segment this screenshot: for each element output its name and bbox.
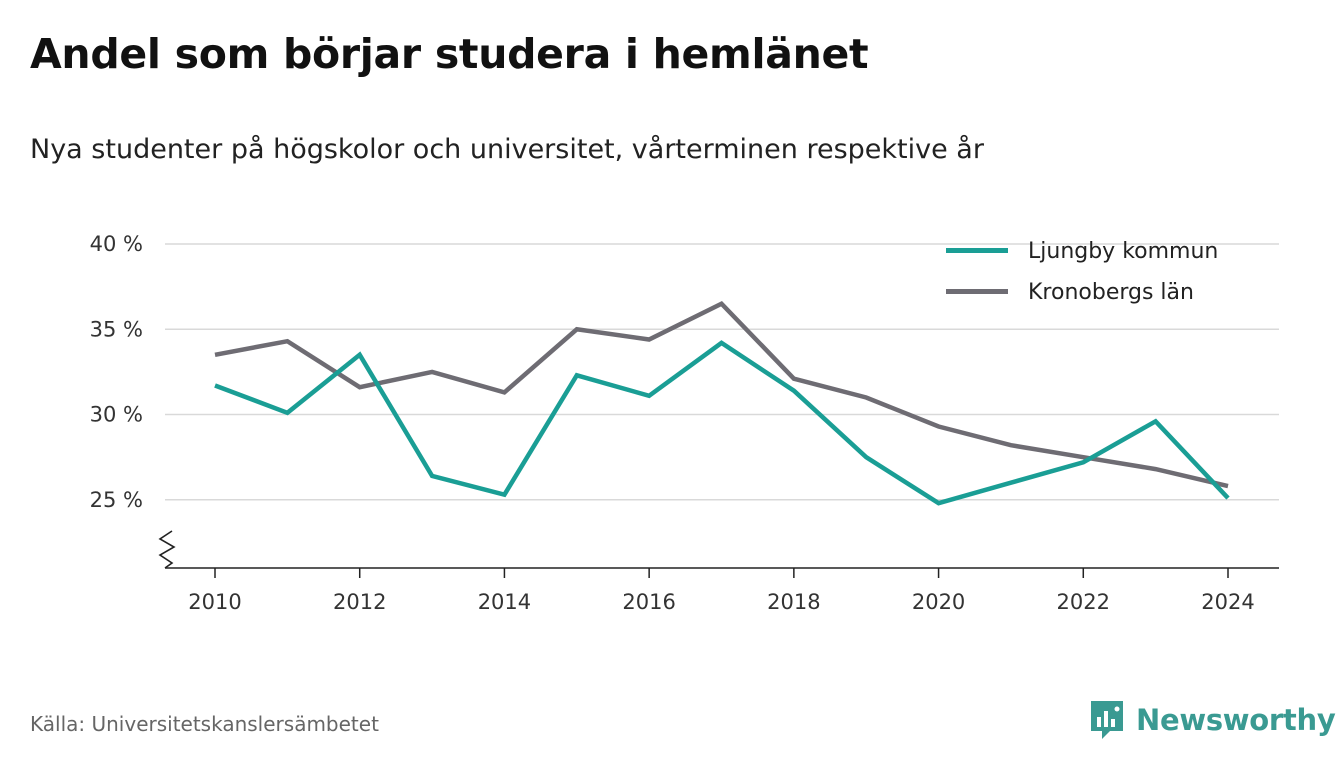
brand-logo: Newsworthy [1088,698,1336,742]
legend-swatch-0 [946,248,1008,253]
legend-swatch-1 [946,289,1008,294]
chart-subtitle: Nya studenter på högskolor och universit… [30,134,984,165]
axis-break-icon [158,530,176,569]
x-tick-label: 2018 [767,590,820,614]
series-layer [214,300,1230,506]
x-tick-label: 2012 [333,590,386,614]
series-line-1 [214,300,1229,489]
legend-label-1: Kronobergs län [1028,280,1194,305]
x-tick-label: 2020 [912,590,965,614]
y-tick-label: 35 % [90,317,143,341]
legend-label-0: Ljungby kommun [1028,239,1218,264]
line-chart: 25 % 30 % 35 % 40 % 2010 2012 2014 2016 2018 2020… [90,232,1279,614]
legend: Ljungby kommun Kronobergs län [946,239,1218,305]
y-tick-label: 25 % [90,488,143,512]
x-tick-label: 2016 [622,590,675,614]
y-tick-label: 30 % [90,403,143,427]
grid-layer [165,243,1279,501]
y-tick-label: 40 % [90,232,143,256]
source-note: Källa: Universitetskanslersämbetet [30,712,379,736]
x-tick-label: 2014 [478,590,531,614]
brand-name: Newsworthy [1136,703,1336,737]
x-tick-label: 2024 [1201,590,1254,614]
x-tick-label: 2010 [188,590,241,614]
newsworthy-logo-icon [1091,701,1123,739]
series-line-0 [214,340,1230,506]
x-tick-label: 2022 [1057,590,1110,614]
chart-title: Andel som börjar studera i hemlänet [30,30,869,78]
axis-layer: 25 % 30 % 35 % 40 % 2010 2012 2014 2016 2018 2020… [90,232,1279,614]
